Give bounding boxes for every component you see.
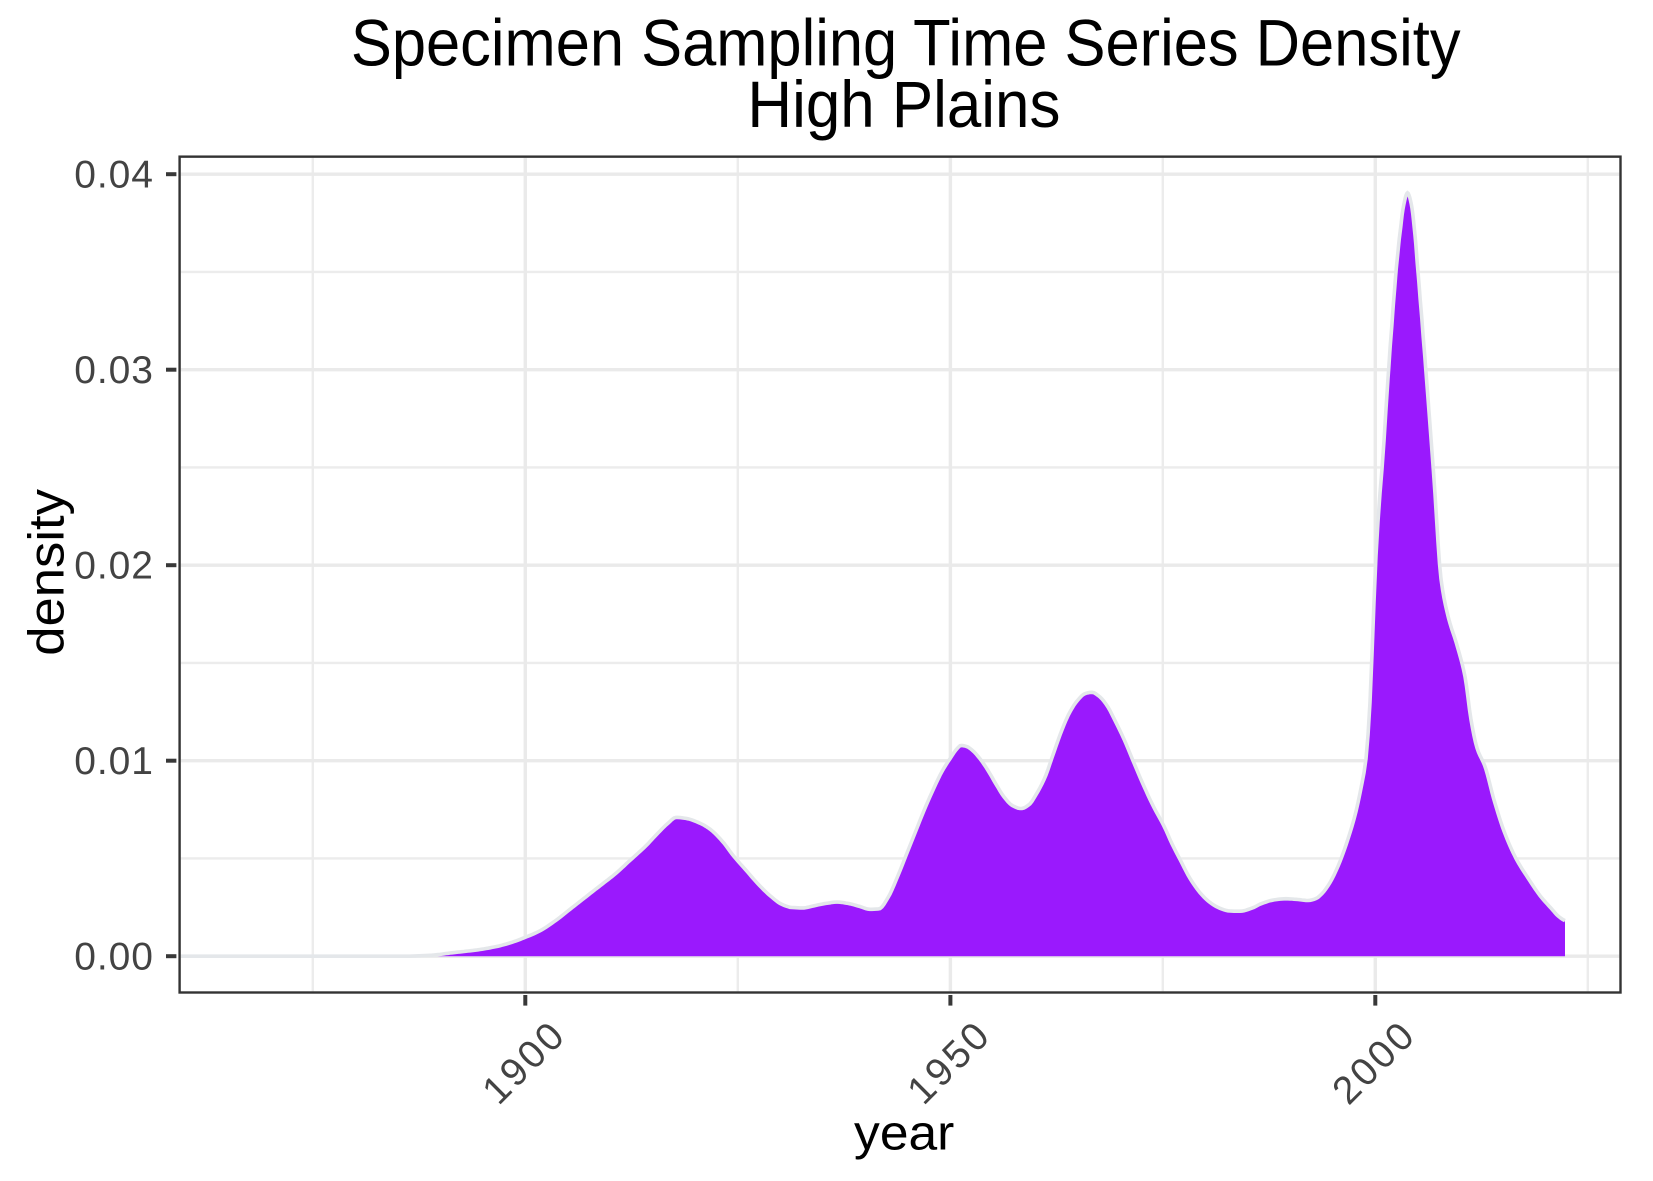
svg-text:0.03: 0.03 bbox=[74, 349, 154, 392]
svg-text:High Plains: High Plains bbox=[747, 68, 1060, 141]
svg-text:0.04: 0.04 bbox=[74, 153, 154, 196]
svg-text:density: density bbox=[19, 489, 75, 656]
svg-text:0.01: 0.01 bbox=[74, 740, 154, 783]
svg-text:0.02: 0.02 bbox=[74, 544, 154, 587]
svg-text:0.00: 0.00 bbox=[74, 935, 154, 978]
svg-text:year: year bbox=[854, 1105, 954, 1160]
svg-text:Specimen Sampling Time Series: Specimen Sampling Time Series Density bbox=[351, 7, 1461, 80]
